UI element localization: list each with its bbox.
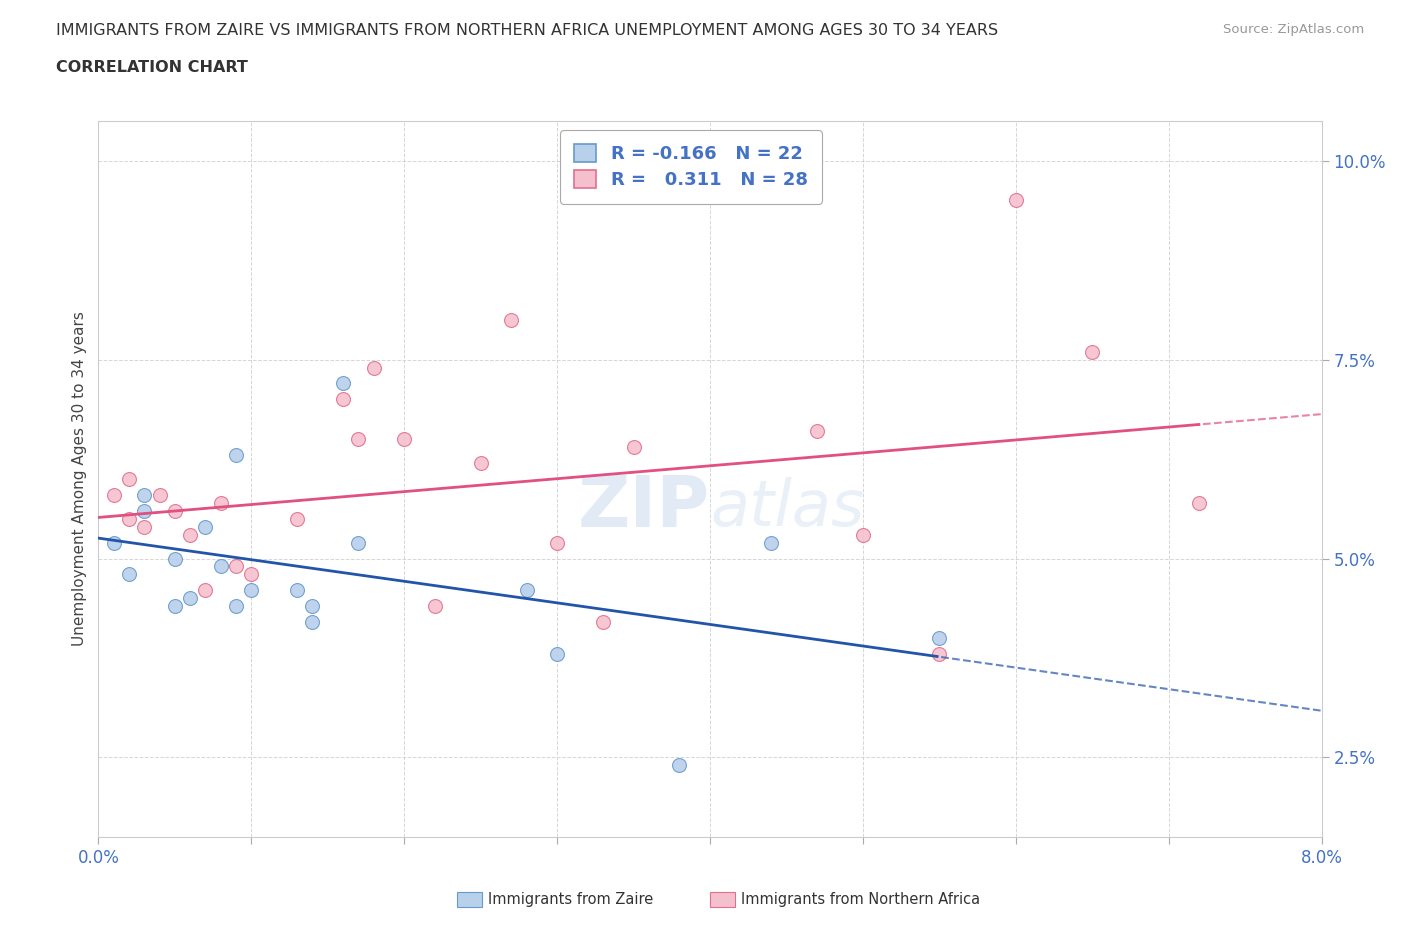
Point xyxy=(623,440,645,455)
Point xyxy=(149,487,172,502)
Point xyxy=(759,535,782,550)
Point xyxy=(516,583,538,598)
Legend: R = -0.166   N = 22, R =   0.311   N = 28: R = -0.166 N = 22, R = 0.311 N = 28 xyxy=(560,130,823,204)
Point xyxy=(423,599,446,614)
Point xyxy=(501,312,523,327)
Point xyxy=(118,472,141,486)
Point xyxy=(363,360,385,375)
Point xyxy=(928,631,950,645)
Point xyxy=(347,432,370,446)
Point xyxy=(163,599,186,614)
Point xyxy=(209,496,232,511)
Point xyxy=(134,503,156,518)
Point xyxy=(332,392,354,406)
Point xyxy=(928,646,950,661)
Point xyxy=(347,535,370,550)
Point xyxy=(134,519,156,534)
Point xyxy=(179,527,201,542)
Point xyxy=(806,424,828,439)
Point xyxy=(546,646,568,661)
Text: CORRELATION CHART: CORRELATION CHART xyxy=(56,60,247,75)
Point xyxy=(285,512,308,526)
Point xyxy=(301,615,323,630)
Point xyxy=(163,503,186,518)
Point xyxy=(470,456,492,471)
Point xyxy=(852,527,875,542)
Point xyxy=(668,758,690,773)
Text: atlas: atlas xyxy=(710,476,865,538)
Point xyxy=(225,559,247,574)
Point xyxy=(546,535,568,550)
Point xyxy=(225,599,247,614)
Point xyxy=(332,376,354,391)
Point xyxy=(209,559,232,574)
Point xyxy=(134,487,156,502)
Point xyxy=(103,487,125,502)
Point xyxy=(118,567,141,582)
Text: Immigrants from Northern Africa: Immigrants from Northern Africa xyxy=(741,892,980,907)
Y-axis label: Unemployment Among Ages 30 to 34 years: Unemployment Among Ages 30 to 34 years xyxy=(72,312,87,646)
Point xyxy=(392,432,416,446)
Point xyxy=(163,551,186,566)
Text: Source: ZipAtlas.com: Source: ZipAtlas.com xyxy=(1223,23,1364,36)
Text: IMMIGRANTS FROM ZAIRE VS IMMIGRANTS FROM NORTHERN AFRICA UNEMPLOYMENT AMONG AGES: IMMIGRANTS FROM ZAIRE VS IMMIGRANTS FROM… xyxy=(56,23,998,38)
Point xyxy=(240,583,263,598)
Point xyxy=(225,447,247,462)
Point xyxy=(1188,496,1211,511)
Point xyxy=(194,519,217,534)
Point xyxy=(118,512,141,526)
Point xyxy=(1004,193,1026,208)
Point xyxy=(240,567,263,582)
Text: ZIP: ZIP xyxy=(578,473,710,542)
Text: Immigrants from Zaire: Immigrants from Zaire xyxy=(488,892,654,907)
Point xyxy=(285,583,308,598)
Point xyxy=(103,535,125,550)
Point xyxy=(1081,344,1104,359)
Point xyxy=(592,615,614,630)
Point xyxy=(301,599,323,614)
Point xyxy=(194,583,217,598)
Point xyxy=(179,591,201,605)
